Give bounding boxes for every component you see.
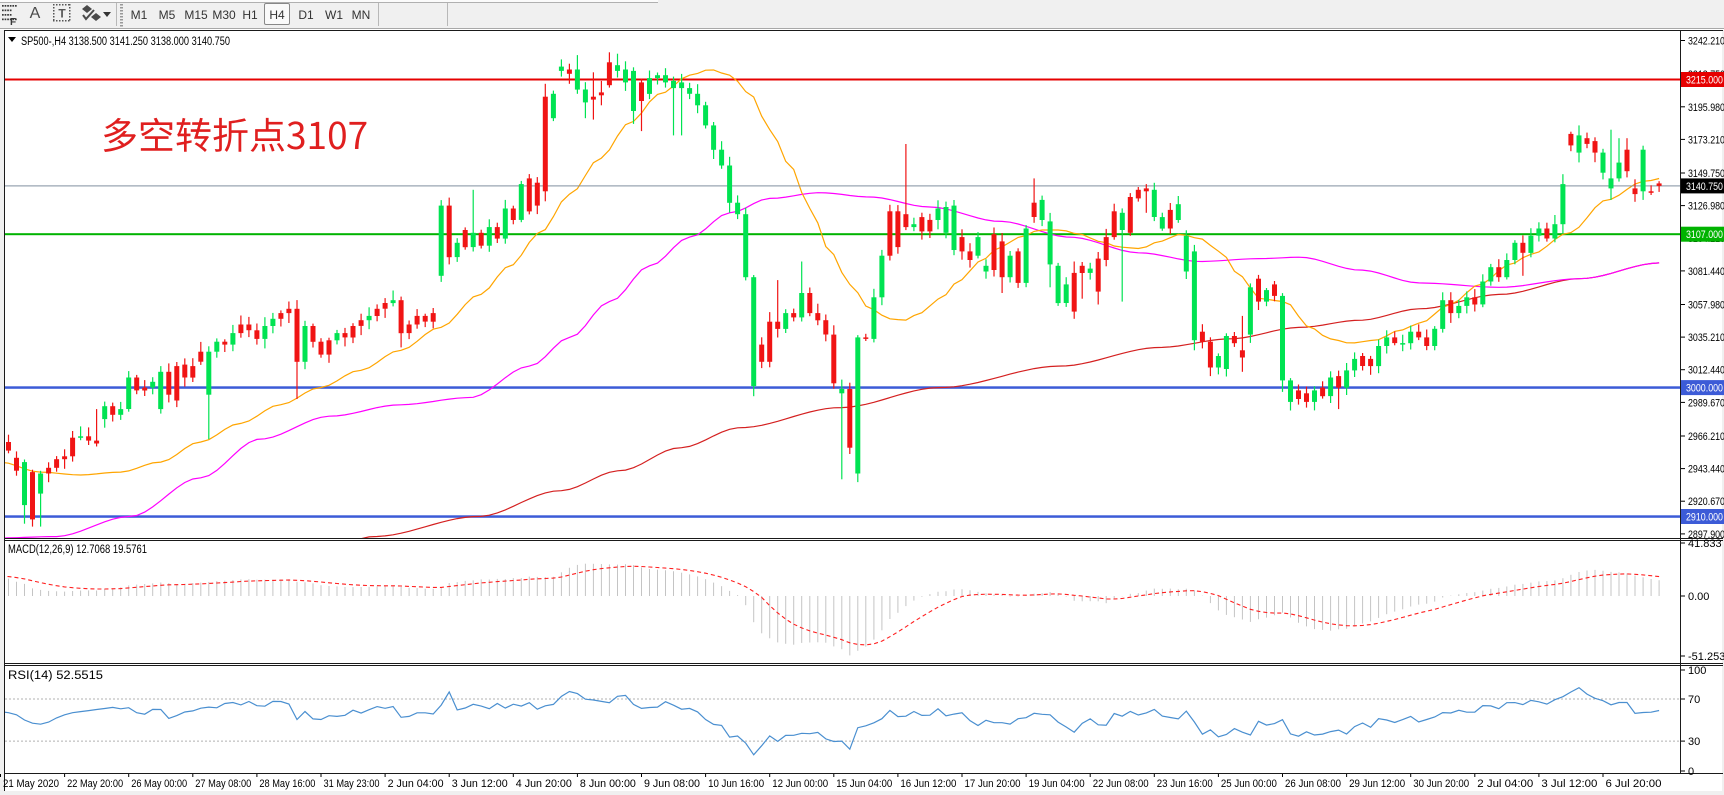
svg-text:8 Jun 00:00: 8 Jun 00:00	[580, 778, 636, 790]
svg-text:17 Jun 20:00: 17 Jun 20:00	[965, 778, 1021, 790]
svg-text:2 Jul 04:00: 2 Jul 04:00	[1477, 778, 1533, 790]
svg-text:25 Jun 00:00: 25 Jun 00:00	[1221, 778, 1277, 790]
svg-text:10 Jun 16:00: 10 Jun 16:00	[708, 778, 764, 790]
svg-text:21 May 2020: 21 May 2020	[3, 778, 59, 790]
svg-text:2943.440: 2943.440	[1688, 464, 1724, 476]
svg-text:-51.2535: -51.2535	[1688, 651, 1724, 663]
svg-text:27 May 08:00: 27 May 08:00	[195, 778, 251, 790]
svg-text:0.00: 0.00	[1688, 591, 1709, 603]
svg-text:9 Jun 08:00: 9 Jun 08:00	[644, 778, 700, 790]
svg-text:0: 0	[1688, 766, 1694, 778]
svg-text:3126.980: 3126.980	[1688, 201, 1724, 213]
svg-text:3195.980: 3195.980	[1688, 102, 1724, 114]
svg-text:3107.000: 3107.000	[1686, 229, 1723, 241]
svg-text:F: F	[10, 17, 16, 26]
svg-text:3012.440: 3012.440	[1688, 365, 1724, 377]
svg-text:12 Jun 00:00: 12 Jun 00:00	[772, 778, 828, 790]
svg-text:3149.750: 3149.750	[1688, 168, 1724, 180]
svg-text:MACD(12,26,9) 12.7068 19.5761: MACD(12,26,9) 12.7068 19.5761	[8, 544, 147, 556]
svg-text:3215.000: 3215.000	[1686, 75, 1723, 87]
svg-text:3081.440: 3081.440	[1688, 266, 1724, 278]
svg-text:3035.210: 3035.210	[1688, 332, 1724, 344]
svg-text:3173.210: 3173.210	[1688, 134, 1724, 146]
svg-text:6 Jul 20:00: 6 Jul 20:00	[1606, 778, 1662, 790]
svg-text:26 Jun 08:00: 26 Jun 08:00	[1285, 778, 1341, 790]
svg-text:3140.750: 3140.750	[1686, 181, 1723, 193]
svg-text:41.833: 41.833	[1688, 538, 1722, 550]
svg-text:19 Jun 04:00: 19 Jun 04:00	[1029, 778, 1085, 790]
svg-text:3 Jun 12:00: 3 Jun 12:00	[452, 778, 508, 790]
svg-text:22 Jun 08:00: 22 Jun 08:00	[1093, 778, 1149, 790]
svg-text:SP500-,H4 3138.500 3141.250 3: SP500-,H4 3138.500 3141.250 3138.000 314…	[21, 36, 230, 48]
svg-text:T: T	[58, 7, 66, 21]
svg-text:3057.980: 3057.980	[1688, 300, 1724, 312]
svg-text:3242.210: 3242.210	[1688, 36, 1724, 48]
svg-text:16 Jun 12:00: 16 Jun 12:00	[900, 778, 956, 790]
svg-text:23 Jun 16:00: 23 Jun 16:00	[1157, 778, 1213, 790]
svg-text:28 May 16:00: 28 May 16:00	[259, 778, 315, 790]
svg-text:26 May 00:00: 26 May 00:00	[131, 778, 187, 790]
svg-text:30 Jun 20:00: 30 Jun 20:00	[1413, 778, 1469, 790]
svg-text:4 Jun 20:00: 4 Jun 20:00	[516, 778, 572, 790]
svg-text:22 May 20:00: 22 May 20:00	[67, 778, 123, 790]
svg-text:29 Jun 12:00: 29 Jun 12:00	[1349, 778, 1405, 790]
svg-text:70: 70	[1688, 694, 1700, 706]
svg-text:2910.000: 2910.000	[1686, 512, 1723, 524]
svg-text:100: 100	[1688, 665, 1706, 677]
svg-text:15 Jun 04:00: 15 Jun 04:00	[836, 778, 892, 790]
svg-text:2 Jun 04:00: 2 Jun 04:00	[388, 778, 444, 790]
svg-text:30: 30	[1688, 736, 1700, 748]
svg-text:2966.210: 2966.210	[1688, 431, 1724, 443]
svg-text:3000.000: 3000.000	[1686, 383, 1723, 395]
svg-text:2897.900: 2897.900	[1688, 529, 1724, 541]
svg-text:3 Jul 12:00: 3 Jul 12:00	[1541, 778, 1597, 790]
svg-text:31 May 23:00: 31 May 23:00	[324, 778, 380, 790]
svg-text:RSI(14) 52.5515: RSI(14) 52.5515	[8, 670, 103, 682]
svg-text:2920.670: 2920.670	[1688, 496, 1724, 508]
svg-text:2989.670: 2989.670	[1688, 397, 1724, 409]
